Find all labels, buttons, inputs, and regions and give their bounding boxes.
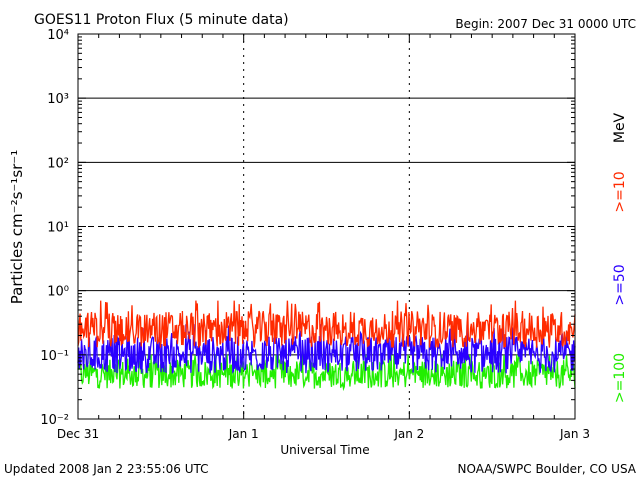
legend: MeV >=10 >=50 >=100 [612, 112, 628, 403]
begin-time: Begin: 2007 Dec 31 0000 UTC [455, 17, 636, 31]
credit: NOAA/SWPC Boulder, CO USA [458, 462, 637, 476]
legend-item-ge100: >=100 [612, 353, 628, 403]
y-tick-label: 10² [47, 156, 69, 171]
series-line-10mev [77, 300, 576, 348]
legend-unit-label: MeV [612, 112, 628, 143]
updated-time: Updated 2008 Jan 2 23:55:06 UTC [4, 462, 209, 476]
x-tick-label: Dec 31 [57, 427, 99, 441]
chart-title: GOES11 Proton Flux (5 minute data) [34, 12, 289, 28]
legend-item-ge50: >=50 [612, 264, 628, 305]
y-axis-ticks: 10⁻² 10⁻¹ 10⁰ 10¹ 10² 10³ 10⁴ [40, 28, 575, 428]
x-tick-label: Jan 3 [559, 427, 590, 441]
x-tick-label: Jan 1 [228, 427, 259, 441]
x-axis-label: Universal Time [280, 443, 369, 457]
y-tick-label: 10⁴ [47, 28, 69, 43]
series-line-50mev [77, 324, 576, 375]
x-axis-ticks: Dec 31 Jan 1 Jan 2 Jan 3 [57, 34, 590, 441]
y-tick-label: 10⁻² [40, 413, 69, 428]
y-tick-label: 10⁻¹ [40, 349, 69, 364]
legend-item-ge10: >=10 [612, 171, 628, 212]
x-tick-label: Jan 2 [393, 427, 424, 441]
y-tick-label: 10³ [47, 92, 69, 107]
y-tick-label: 10⁰ [47, 285, 69, 300]
y-axis-label: Particles cm⁻²s⁻¹sr⁻¹ [8, 150, 26, 304]
y-tick-label: 10¹ [47, 221, 69, 236]
series-lines [77, 300, 576, 392]
